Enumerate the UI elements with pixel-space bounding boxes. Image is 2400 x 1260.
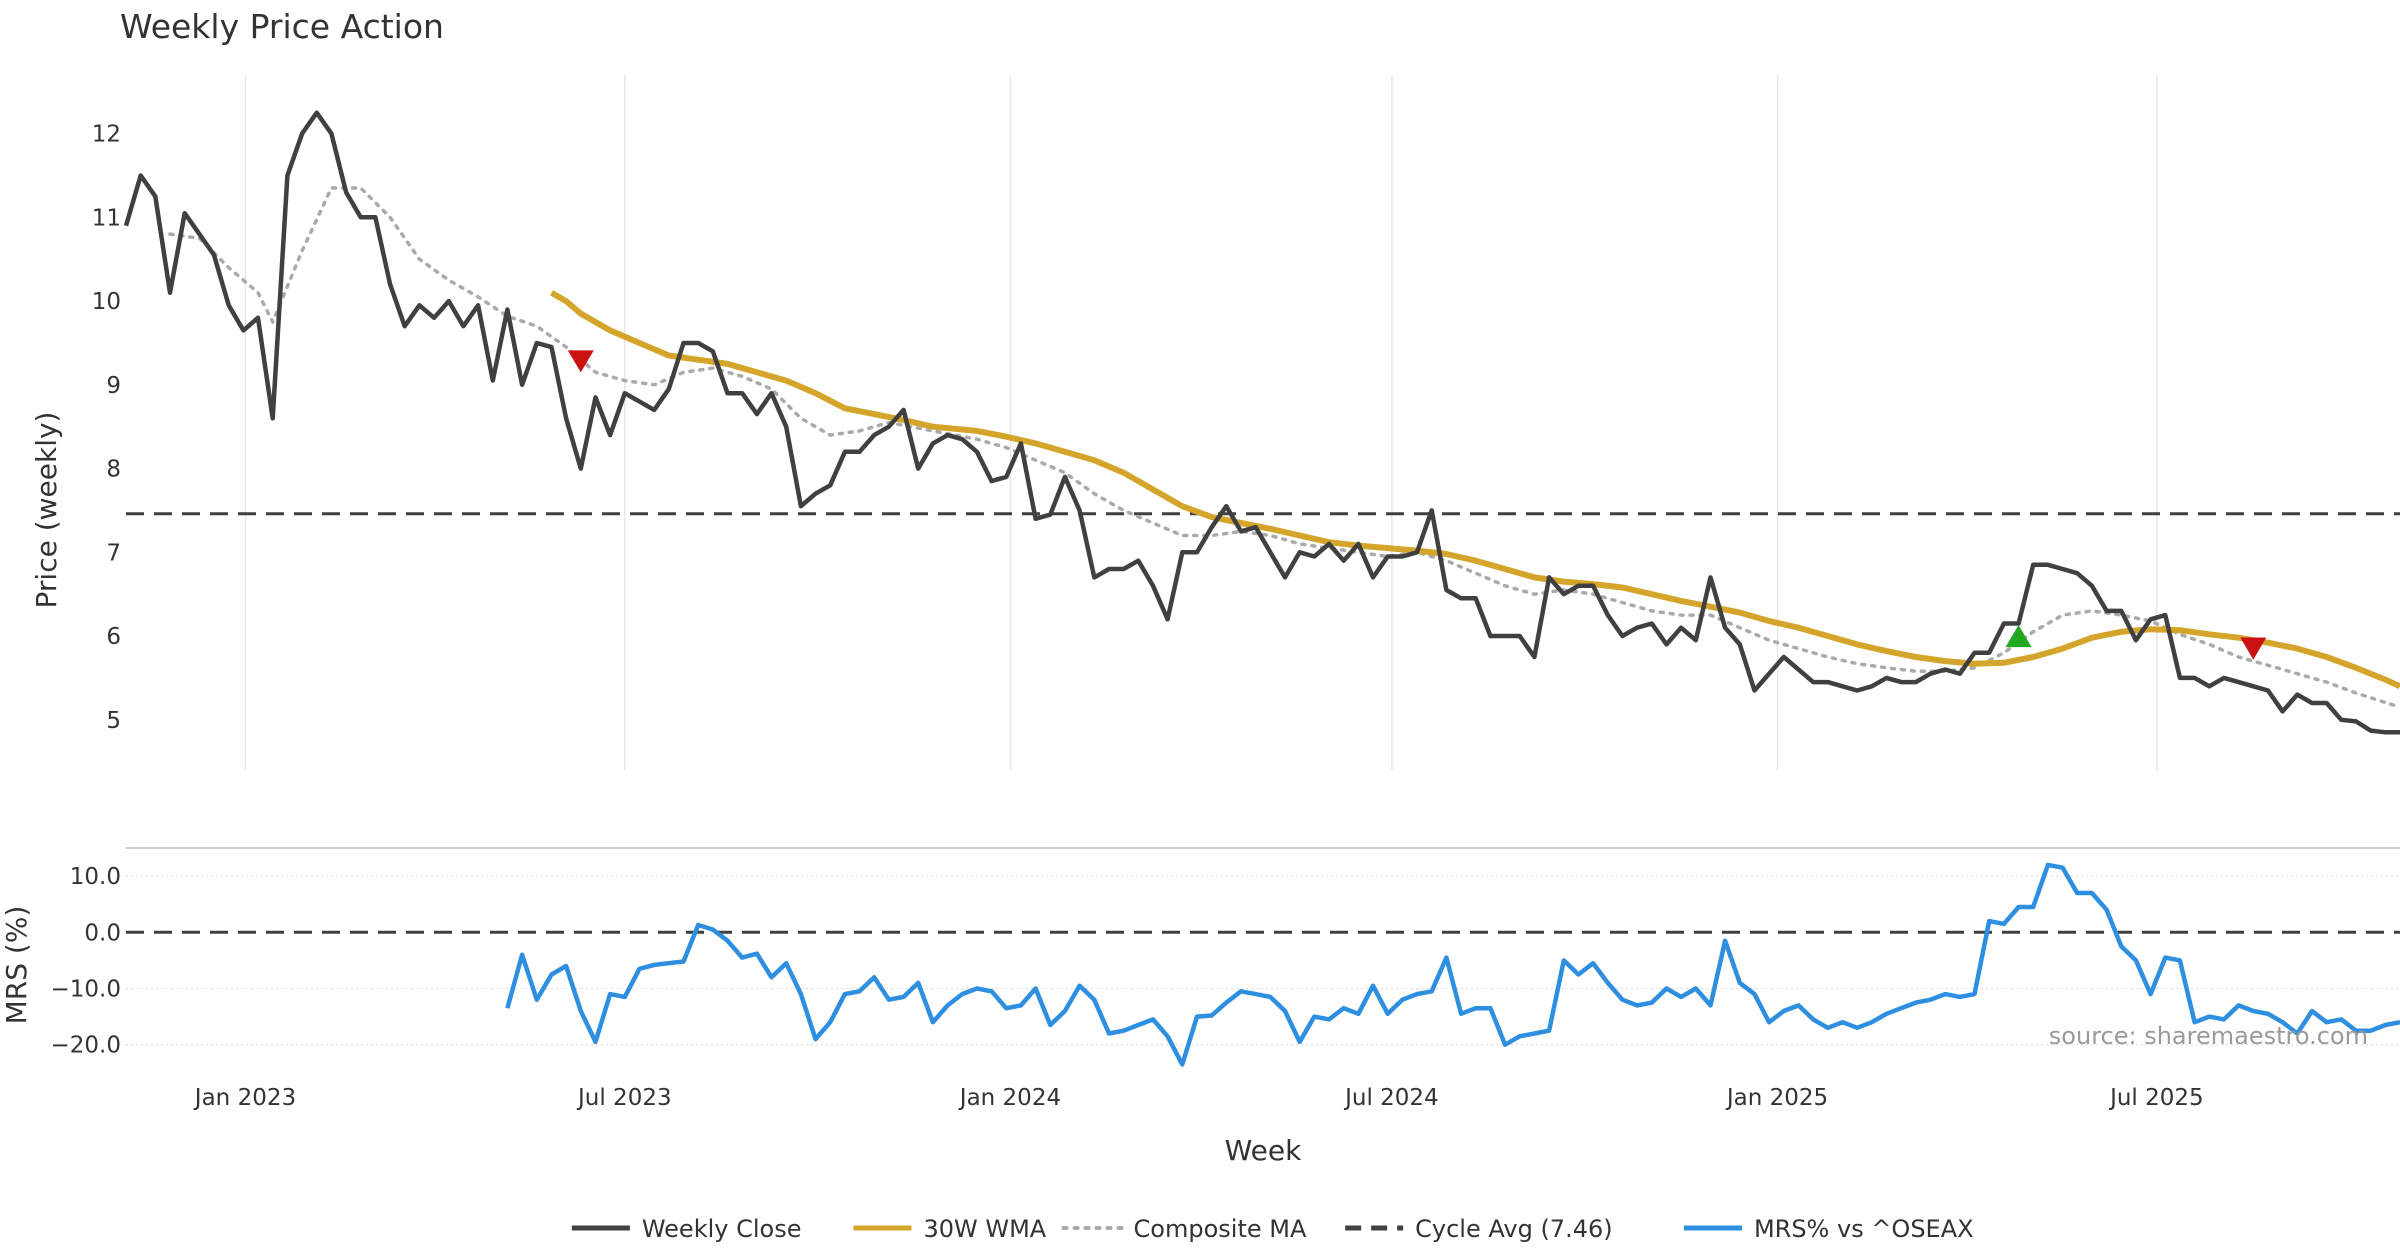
- x-tick-label: Jan 2025: [1725, 1085, 1828, 1111]
- x-tick-label: Jan 2024: [958, 1085, 1061, 1111]
- price-y-tick-label: 5: [106, 708, 121, 734]
- signal-markers: [567, 350, 2267, 660]
- legend-label: Weekly Close: [642, 1215, 802, 1243]
- price-y-tick-label: 12: [92, 122, 121, 148]
- grid: [126, 75, 2400, 1046]
- mrs-y-axis-title: MRS (%): [0, 906, 33, 1025]
- x-tick-label: Jul 2025: [2108, 1085, 2204, 1111]
- price-y-tick-label: 6: [106, 624, 121, 650]
- price-y-tick-label: 7: [106, 540, 121, 566]
- mrs-y-tick-label: −10.0: [51, 977, 121, 1003]
- legend-label: Composite MA: [1134, 1215, 1307, 1243]
- x-axis-title: Week: [1225, 1134, 1302, 1167]
- tick-labels: 5 6 7 8 9 10 11 12 10.0 0.0 −10.0 −20.0 Jan 2023 Jul …: [51, 122, 2204, 1111]
- mrs-y-tick-label: −20.0: [51, 1033, 121, 1059]
- x-tick-label: Jul 2024: [1343, 1085, 1439, 1111]
- price-30w-wma-series: [550, 290, 2400, 690]
- series-lines: [123, 110, 2400, 1067]
- price-composite-ma-series: [168, 186, 2400, 709]
- legend-label: MRS% vs ^OSEAX: [1754, 1215, 1974, 1243]
- legend: Weekly Close 30W WMA Composite MA Cycle Avg…: [571, 1215, 1974, 1243]
- mrs-mrs-vs-oseax-series: [505, 862, 2400, 1067]
- price-y-tick-label: 11: [92, 205, 121, 231]
- sell-signal-marker: [567, 350, 594, 373]
- price-weekly-close-series: [123, 110, 2400, 735]
- mrs-y-tick-label: 10.0: [70, 864, 121, 890]
- legend-label: 30W WMA: [923, 1215, 1046, 1243]
- source-watermark: source: sharemaestro.com: [2049, 1022, 2368, 1050]
- price-y-tick-label: 8: [106, 457, 121, 483]
- price-y-axis-title: Price (weekly): [30, 412, 63, 609]
- chart-title: Weekly Price Action: [120, 7, 444, 46]
- sell-signal-marker: [2240, 637, 2267, 660]
- legend-label: Cycle Avg (7.46): [1415, 1215, 1612, 1243]
- x-tick-label: Jan 2023: [193, 1085, 296, 1111]
- mrs-y-tick-label: 0.0: [84, 920, 121, 946]
- price-y-tick-label: 10: [92, 289, 121, 315]
- x-tick-label: Jul 2023: [576, 1085, 672, 1111]
- price-y-tick-label: 9: [106, 373, 121, 399]
- buy-signal-marker: [2005, 624, 2032, 648]
- reference-lines: [126, 512, 2400, 934]
